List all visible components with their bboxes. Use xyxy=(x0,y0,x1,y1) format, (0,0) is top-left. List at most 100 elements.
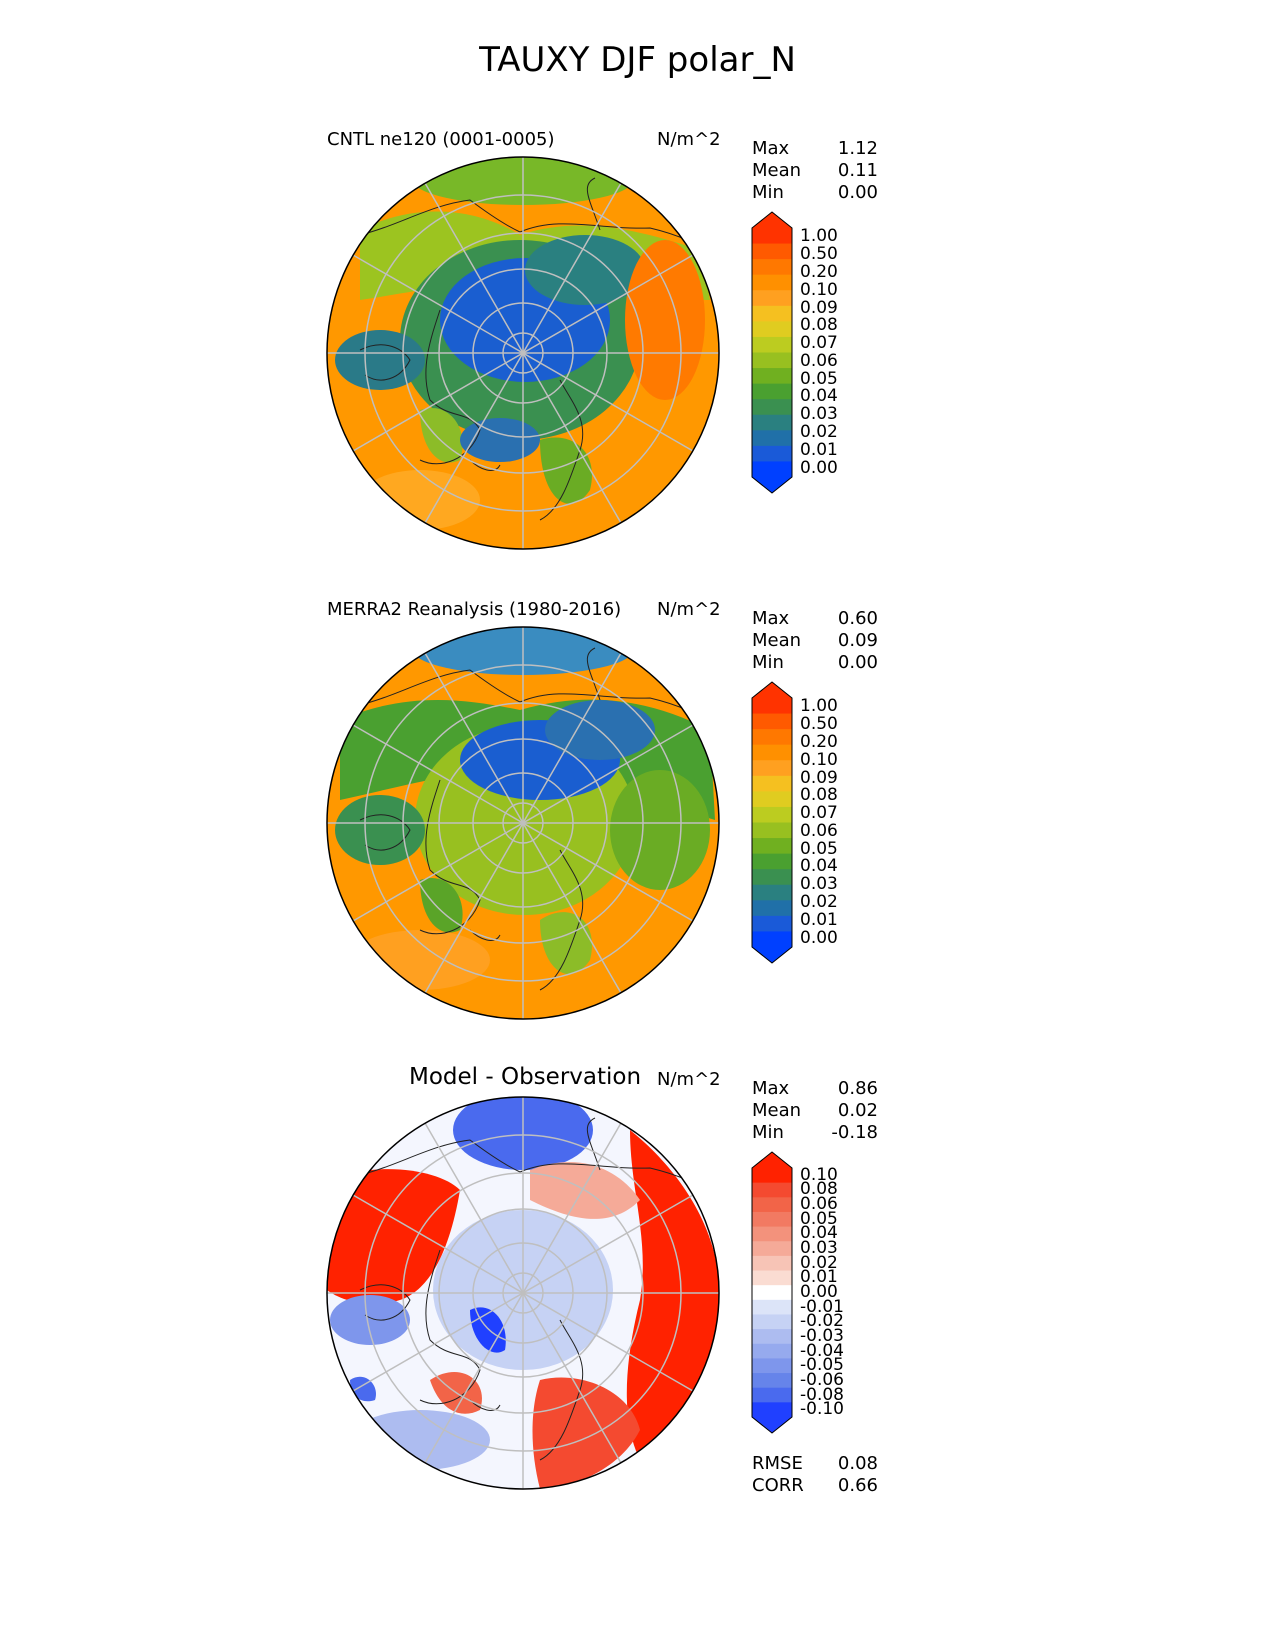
colorbar-tick-label: 0.03 xyxy=(800,404,838,425)
colorbar-tick-label: 0.04 xyxy=(800,856,838,877)
stat-value: 0.00 xyxy=(837,182,878,203)
colorbar-tick-label: 0.01 xyxy=(800,1267,838,1288)
colorbar-tick-label: 0.06 xyxy=(800,820,838,841)
colorbar-tick-label: 0.20 xyxy=(800,731,838,752)
polar-map-test xyxy=(326,156,720,550)
panel-3-stats: Max 0.86 Mean 0.02 Min -0.18 xyxy=(752,1078,878,1144)
colorbar-tick-label: -0.03 xyxy=(800,1325,844,1346)
stat-name: Min xyxy=(752,182,784,203)
panel-3-units: N/m^2 xyxy=(657,1069,721,1090)
land-field xyxy=(335,795,425,865)
metric-name: CORR xyxy=(752,1475,804,1496)
stat-value: 0.09 xyxy=(837,630,878,651)
panel-1-units: N/m^2 xyxy=(657,129,721,150)
land-field xyxy=(335,330,425,390)
negative-anomaly xyxy=(330,1295,410,1345)
colorbar-swatch xyxy=(752,775,792,792)
colorbar-swatch xyxy=(752,274,792,291)
colorbar-swatch xyxy=(752,1373,792,1389)
colorbar-swatch xyxy=(752,806,792,824)
colorbar-swatch xyxy=(752,884,792,901)
colorbar-swatch xyxy=(752,853,792,870)
colorbar-tick-label: 1.00 xyxy=(800,696,838,717)
panel-2-stats: Max 0.60 Mean 0.09 Min 0.00 xyxy=(752,608,878,674)
colorbar-tick-label: -0.06 xyxy=(800,1369,844,1390)
stat-value: 0.60 xyxy=(837,608,878,629)
colorbar-tick-label: 0.04 xyxy=(800,1223,838,1244)
colorbar-tick-label: 0.07 xyxy=(800,803,838,824)
colorbar-swatch xyxy=(752,760,792,777)
colorbar-swatch xyxy=(752,1358,792,1374)
colorbar-swatch xyxy=(752,1329,792,1345)
colorbar-swatch xyxy=(752,1314,792,1330)
colorbar-swatch xyxy=(752,461,792,478)
colorbar-swatch xyxy=(752,1182,792,1198)
colorbar-tick-label: 0.00 xyxy=(800,457,838,478)
metric-name: RMSE xyxy=(752,1453,803,1474)
colorbar-swatch xyxy=(752,838,792,855)
colorbar-2 xyxy=(751,681,793,964)
graticule xyxy=(327,1097,719,1489)
colorbar-outline xyxy=(751,211,793,494)
positive-anomaly xyxy=(327,1169,460,1305)
colorbar-tick-label: 0.10 xyxy=(800,749,838,770)
colorbar-swatch xyxy=(752,445,792,463)
colorbar-swatch xyxy=(752,729,792,746)
colorbar-tick-label: 0.02 xyxy=(800,422,838,443)
colorbar-extend-min xyxy=(752,477,792,493)
stat-name: Min xyxy=(752,652,784,673)
land-field xyxy=(610,770,710,890)
land-field xyxy=(540,912,592,975)
map-boundary xyxy=(326,1096,720,1490)
ocean-field xyxy=(350,930,490,990)
figure-title: TAUXY DJF polar_N xyxy=(479,40,796,80)
colorbar-swatch xyxy=(752,399,792,416)
colorbar-tick-label: 0.02 xyxy=(800,892,838,913)
stat-name: Min xyxy=(752,1122,784,1143)
colorbar-3 xyxy=(751,1151,793,1434)
polar-map-difference xyxy=(326,1096,720,1490)
colorbar-swatch xyxy=(752,1299,792,1316)
stat-name: Mean xyxy=(752,630,802,651)
colorbar-tick-label: 0.10 xyxy=(800,279,838,300)
colorbar-tick-label: 0.07 xyxy=(800,333,838,354)
panel-1-stats: Max 1.12 Mean 0.11 Min 0.00 xyxy=(752,138,878,204)
panel-3-metrics: RMSE 0.08 CORR 0.66 xyxy=(752,1453,878,1497)
colorbar-swatch xyxy=(752,698,792,715)
stat-name: Max xyxy=(752,138,790,159)
colorbar-tick-label: 0.08 xyxy=(800,315,838,336)
colorbar-extend-max xyxy=(752,212,792,228)
colorbar-swatch xyxy=(752,383,792,400)
map-boundary xyxy=(326,626,720,1020)
colorbar-swatch xyxy=(752,791,792,808)
positive-anomaly xyxy=(626,1130,719,1460)
colorbar-tick-label: -0.02 xyxy=(800,1311,844,1332)
colorbar-tick-label: 0.09 xyxy=(800,297,838,318)
colorbar-outline xyxy=(751,1151,793,1434)
colorbar-swatch xyxy=(752,430,792,447)
colorbar-swatch xyxy=(752,1402,792,1418)
metric-value: 0.66 xyxy=(837,1475,878,1496)
colorbar-extend-min xyxy=(752,947,792,963)
colorbar-swatch xyxy=(752,822,792,839)
colorbar-tick-label: 0.02 xyxy=(800,1252,838,1273)
colorbar-swatch xyxy=(752,900,792,917)
colorbar-tick-label: 0.01 xyxy=(800,909,838,930)
colorbar-tick-label: 0.50 xyxy=(800,244,838,265)
colorbar-tick-label: 0.05 xyxy=(800,838,838,859)
colorbar-tick-label: -0.01 xyxy=(800,1296,844,1317)
stat-value: 0.02 xyxy=(837,1100,878,1121)
panel-1-label: CNTL ne120 (0001-0005) xyxy=(327,129,555,150)
ocean-field xyxy=(625,240,705,400)
graticule xyxy=(327,157,719,549)
colorbar-swatch xyxy=(752,290,792,307)
colorbar-outline xyxy=(751,681,793,964)
graticule xyxy=(327,627,719,1019)
colorbar-swatch xyxy=(752,243,792,260)
positive-anomaly xyxy=(532,1377,640,1489)
panel-2-units: N/m^2 xyxy=(657,599,721,620)
colorbar-tick-label: 0.10 xyxy=(800,1164,838,1185)
map-boundary xyxy=(326,156,720,550)
stat-value: 1.12 xyxy=(837,138,878,159)
stat-name: Max xyxy=(752,1078,790,1099)
